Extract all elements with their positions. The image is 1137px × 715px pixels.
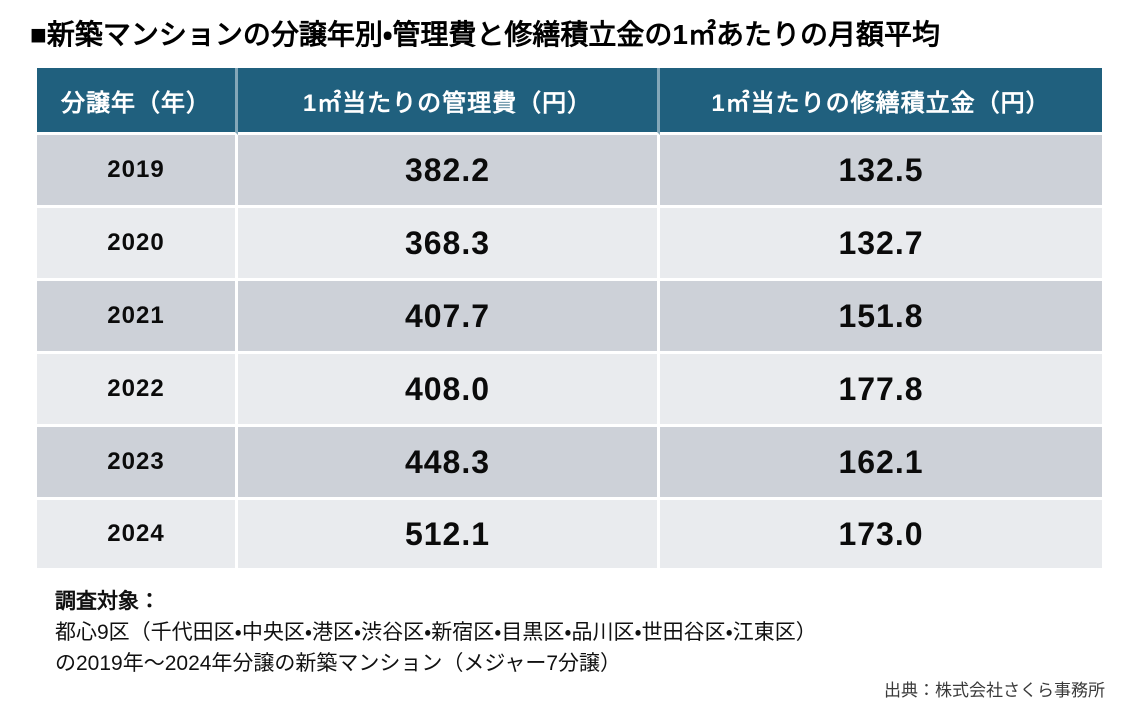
table-row-2023: 2023 448.3 162.1 [37,427,1102,501]
management-fee-cell: 512.1 [238,500,660,568]
fees-by-year-table: 分譲年（年） 1㎡当たりの管理費（円） 1㎡当たりの修繕積立金（円） 2019 … [37,68,1102,568]
repair-reserve-cell: 173.0 [660,500,1102,568]
year-cell: 2020 [37,208,238,282]
table-row-2022: 2022 408.0 177.8 [37,354,1102,428]
table-row-2021: 2021 407.7 151.8 [37,281,1102,355]
management-fee-cell: 368.3 [238,208,660,282]
repair-reserve-cell: 162.1 [660,427,1102,501]
survey-notes-label: 調査対象： [55,590,160,613]
year-cell: 2022 [37,354,238,428]
management-fee-cell: 407.7 [238,281,660,355]
repair-reserve-cell: 177.8 [660,354,1102,428]
year-cell: 2019 [37,135,238,209]
repair-reserve-cell: 132.7 [660,208,1102,282]
repair-reserve-cell: 132.5 [660,135,1102,209]
table-row-2019: 2019 382.2 132.5 [37,135,1102,209]
management-fee-cell: 382.2 [238,135,660,209]
year-cell: 2023 [37,427,238,501]
column-header-repair-reserve: 1㎡当たりの修繕積立金（円） [660,68,1102,135]
management-fee-cell: 408.0 [238,354,660,428]
table-header-row: 分譲年（年） 1㎡当たりの管理費（円） 1㎡当たりの修繕積立金（円） [37,68,1102,135]
column-header-management-fee: 1㎡当たりの管理費（円） [238,68,660,135]
page-title: ■新築マンションの分譲年別・管理費と修繕積立金の1㎡あたりの月額平均 [30,19,941,50]
table-row-2024: 2024 512.1 173.0 [37,500,1102,568]
survey-notes: 調査対象： 都心9区（千代田区・中央区・港区・渋谷区・新宿区・目黒区・品川区・世… [55,586,817,679]
survey-notes-line2: の2019年～2024年分譲の新築マンション（メジャー7分譲） [55,652,622,675]
year-cell: 2024 [37,500,238,568]
survey-notes-line1: 都心9区（千代田区・中央区・港区・渋谷区・新宿区・目黒区・品川区・世田谷区・江東… [55,621,817,644]
management-fee-cell: 448.3 [238,427,660,501]
table-row-2020: 2020 368.3 132.7 [37,208,1102,282]
column-header-sale-year: 分譲年（年） [37,68,238,135]
repair-reserve-cell: 151.8 [660,281,1102,355]
source-credit: 出典：株式会社さくら事務所 [884,681,1105,700]
year-cell: 2021 [37,281,238,355]
